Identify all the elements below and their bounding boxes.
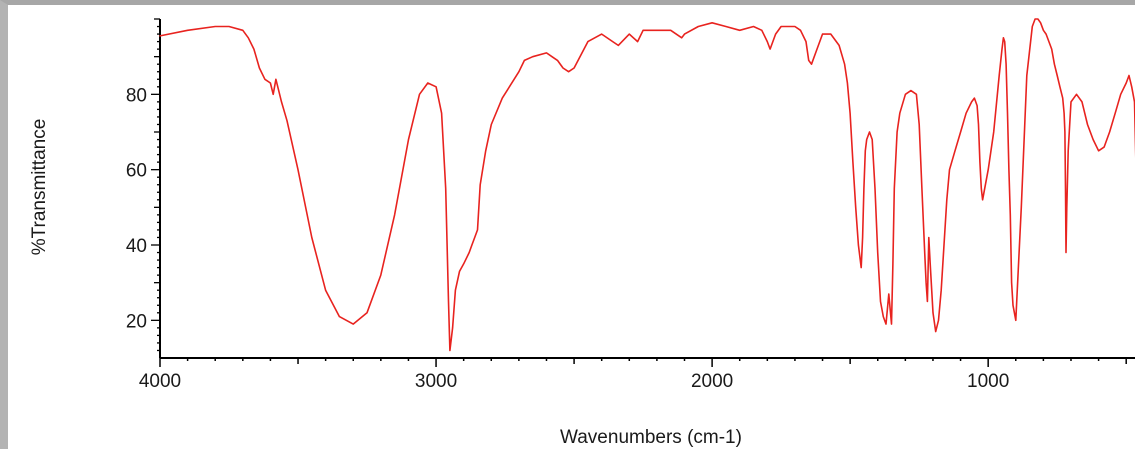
y-tick-label: 60: [126, 161, 147, 182]
x-axis-title: Wavenumbers (cm-1): [560, 427, 742, 448]
y-tick-label: 20: [126, 311, 147, 332]
y-tick-label: 40: [126, 236, 147, 257]
ir-spectrum-chart: 4000 3000 2000 1000 20 40 60 80 Wavenumbers (cm…: [29, 18, 1135, 448]
x-tick-label: 3000: [415, 371, 457, 392]
x-tick-label: 1000: [967, 371, 1009, 392]
tick-labels: 4000 3000 2000 1000 20 40 60 80: [126, 85, 1009, 392]
y-tick-label: 80: [126, 85, 147, 106]
axes: [151, 18, 1135, 367]
x-tick-label: 2000: [691, 371, 733, 392]
series-group: [159, 18, 1135, 352]
x-tick-label: 4000: [139, 371, 181, 392]
spectrum-line: [159, 18, 1135, 352]
y-axis-title: %Transmittance: [29, 119, 50, 256]
